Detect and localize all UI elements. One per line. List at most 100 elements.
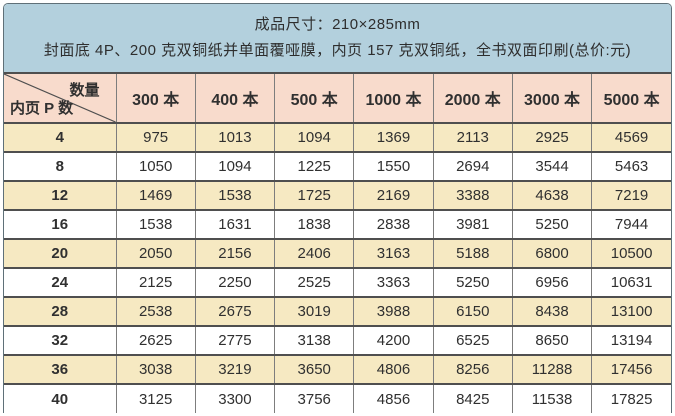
column-header-300: 300 本 (115, 72, 196, 123)
price-cell: 2525 (274, 267, 354, 297)
price-cell: 1050 (115, 151, 196, 181)
row-pages-count: 36 (4, 354, 116, 384)
price-table-body: 4 975 1013 1094 1369 2113 2925 4569 8 1050 1094 122… (4, 122, 671, 413)
row-pages-count: 12 (4, 180, 116, 210)
price-cell: 5188 (432, 238, 513, 268)
price-cell: 6956 (511, 267, 592, 297)
price-cell: 3019 (274, 296, 354, 326)
price-cell: 8438 (511, 296, 592, 326)
price-cell: 8256 (432, 354, 513, 384)
price-cell: 1538 (115, 209, 196, 239)
table-row: 12 1469 1538 1725 2169 3388 4638 7219 (4, 180, 671, 210)
spec-note-size-line: 成品尺寸：210×285mm (254, 16, 421, 33)
table-row: 40 3125 3300 3756 4856 8425 11538 17825 (4, 383, 671, 413)
spec-note-material-line: 封面底 4P、200 克双铜纸并单面覆哑膜，内页 157 克双铜纸，全书双面印刷… (43, 42, 632, 59)
price-cell: 6800 (511, 238, 592, 268)
column-header-2000: 2000 本 (432, 72, 513, 123)
price-cell: 2625 (115, 325, 196, 355)
row-pages-count: 8 (4, 151, 116, 181)
price-cell: 975 (115, 122, 196, 152)
price-cell: 2925 (511, 122, 592, 152)
price-cell: 4806 (353, 354, 434, 384)
price-cell: 8650 (511, 325, 592, 355)
price-cell: 3388 (432, 180, 513, 210)
price-cell: 2538 (115, 296, 196, 326)
price-cell: 2125 (115, 267, 196, 297)
price-cell: 4569 (591, 122, 671, 152)
row-pages-count: 4 (4, 122, 116, 152)
price-cell: 5250 (511, 209, 592, 239)
price-cell: 1631 (194, 209, 275, 239)
table-row: 28 2538 2675 3019 3988 6150 8438 13100 (4, 296, 671, 326)
column-header-3000: 3000 本 (511, 72, 592, 123)
price-cell: 5463 (591, 151, 671, 181)
column-header-500: 500 本 (274, 72, 354, 123)
row-pages-count: 40 (4, 383, 116, 413)
price-table: 数量 内页 P 数 300 本 400 本 500 本 1000 本 2000 … (4, 72, 671, 413)
price-cell: 7944 (591, 209, 671, 239)
price-cell: 4638 (511, 180, 592, 210)
price-cell: 3988 (353, 296, 434, 326)
table-row: 4 975 1013 1094 1369 2113 2925 4569 (4, 122, 671, 152)
price-cell: 13100 (591, 296, 671, 326)
price-cell: 3125 (115, 383, 196, 413)
price-cell: 10631 (591, 267, 671, 297)
price-cell: 2169 (353, 180, 434, 210)
price-cell: 17456 (591, 354, 671, 384)
table-row: 24 2125 2250 2525 3363 5250 6956 10631 (4, 267, 671, 297)
price-cell: 1838 (274, 209, 354, 239)
price-cell: 3138 (274, 325, 354, 355)
price-cell: 2250 (194, 267, 275, 297)
price-table-header: 数量 内页 P 数 300 本 400 本 500 本 1000 本 2000 … (4, 72, 671, 123)
price-cell: 8425 (432, 383, 513, 413)
price-cell: 17825 (591, 383, 671, 413)
corner-label-pages: 内页 P 数 (10, 100, 74, 117)
table-row: 36 3038 3219 3650 4806 8256 11288 17456 (4, 354, 671, 384)
price-cell: 11538 (511, 383, 592, 413)
price-cell: 3163 (353, 238, 434, 268)
price-cell: 3756 (274, 383, 354, 413)
price-cell: 1550 (353, 151, 434, 181)
price-cell: 3981 (432, 209, 513, 239)
row-pages-count: 16 (4, 209, 116, 239)
price-cell: 4200 (353, 325, 434, 355)
price-cell: 1538 (194, 180, 275, 210)
price-cell: 2113 (432, 122, 513, 152)
price-cell: 3650 (274, 354, 354, 384)
price-cell: 1013 (194, 122, 275, 152)
price-cell: 1094 (194, 151, 275, 181)
table-row: 32 2625 2775 3138 4200 6525 8650 13194 (4, 325, 671, 355)
price-cell: 1369 (353, 122, 434, 152)
row-pages-count: 28 (4, 296, 116, 326)
price-cell: 2694 (432, 151, 513, 181)
column-header-400: 400 本 (194, 72, 275, 123)
row-pages-count: 20 (4, 238, 116, 268)
column-header-5000: 5000 本 (591, 72, 671, 123)
table-row: 8 1050 1094 1225 1550 2694 3544 5463 (4, 151, 671, 181)
diagonal-divider-line (4, 74, 116, 122)
price-cell: 3219 (194, 354, 275, 384)
price-cell: 2156 (194, 238, 275, 268)
spec-note: 成品尺寸：210×285mm 封面底 4P、200 克双铜纸并单面覆哑膜，内页 … (4, 4, 671, 72)
price-cell: 2775 (194, 325, 275, 355)
price-cell: 2050 (115, 238, 196, 268)
price-cell: 3038 (115, 354, 196, 384)
price-cell: 6525 (432, 325, 513, 355)
price-cell: 1225 (274, 151, 354, 181)
price-cell: 3363 (353, 267, 434, 297)
price-cell: 11288 (511, 354, 592, 384)
price-cell: 2838 (353, 209, 434, 239)
corner-cell: 数量 内页 P 数 (4, 72, 116, 123)
price-cell: 7219 (591, 180, 671, 210)
price-cell: 1094 (274, 122, 354, 152)
price-cell: 6150 (432, 296, 513, 326)
row-pages-count: 32 (4, 325, 116, 355)
price-cell: 13194 (591, 325, 671, 355)
price-cell: 3544 (511, 151, 592, 181)
price-cell: 1469 (115, 180, 196, 210)
price-cell: 4856 (353, 383, 434, 413)
price-cell: 2675 (194, 296, 275, 326)
price-cell: 3300 (194, 383, 275, 413)
price-cell: 1725 (274, 180, 354, 210)
